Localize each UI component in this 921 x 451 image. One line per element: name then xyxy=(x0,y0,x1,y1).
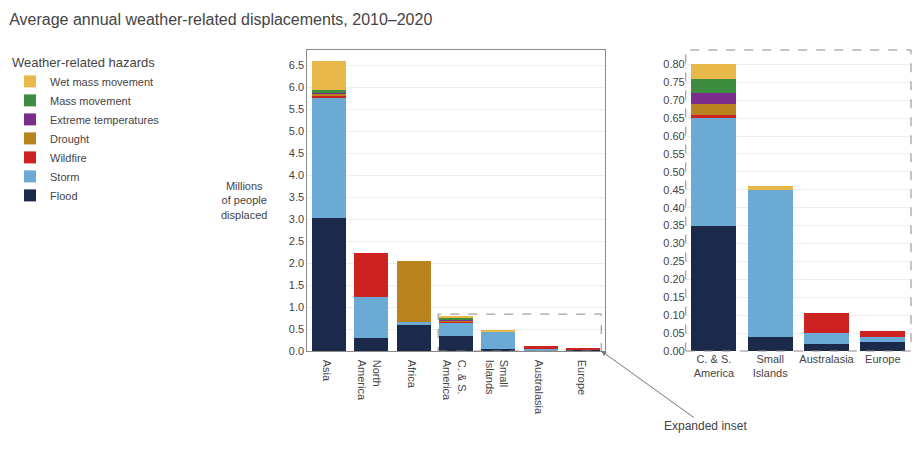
svg-text:2.0: 2.0 xyxy=(289,257,304,269)
svg-text:0.80: 0.80 xyxy=(663,58,684,70)
svg-text:NorthAmerica: NorthAmerica xyxy=(356,360,382,401)
svg-text:Australasia: Australasia xyxy=(799,353,854,365)
svg-text:0.70: 0.70 xyxy=(663,94,684,106)
svg-text:0.05: 0.05 xyxy=(663,327,684,339)
svg-text:0.25: 0.25 xyxy=(663,255,684,267)
svg-text:0.00: 0.00 xyxy=(663,345,684,357)
svg-text:0.45: 0.45 xyxy=(663,184,684,196)
svg-text:Wildfire: Wildfire xyxy=(50,152,87,164)
svg-text:1.0: 1.0 xyxy=(289,301,304,313)
svg-text:6.0: 6.0 xyxy=(289,81,304,93)
svg-text:Africa: Africa xyxy=(406,360,418,389)
svg-text:Mass movement: Mass movement xyxy=(50,95,131,107)
svg-text:C. & S.America: C. & S.America xyxy=(441,360,467,401)
svg-text:0.40: 0.40 xyxy=(663,202,684,214)
svg-text:5.0: 5.0 xyxy=(289,125,304,137)
svg-text:Europe: Europe xyxy=(576,360,588,395)
svg-text:Millionsof peopledisplaced: Millionsof peopledisplaced xyxy=(221,180,267,221)
svg-text:Drought: Drought xyxy=(50,133,89,145)
svg-text:SmallIslands: SmallIslands xyxy=(753,353,788,379)
svg-text:0.15: 0.15 xyxy=(663,291,684,303)
svg-text:0.55: 0.55 xyxy=(663,148,684,160)
svg-text:SmallIslands: SmallIslands xyxy=(484,360,510,395)
svg-text:0.60: 0.60 xyxy=(663,130,684,142)
svg-text:2.5: 2.5 xyxy=(289,235,304,247)
svg-text:Expanded inset: Expanded inset xyxy=(664,419,747,433)
svg-text:Europe: Europe xyxy=(865,353,900,365)
svg-text:Flood: Flood xyxy=(50,190,78,202)
svg-text:0.30: 0.30 xyxy=(663,237,684,249)
svg-text:Wet mass movement: Wet mass movement xyxy=(50,76,153,88)
svg-text:5.5: 5.5 xyxy=(289,103,304,115)
svg-text:Storm: Storm xyxy=(50,171,79,183)
svg-text:3.5: 3.5 xyxy=(289,191,304,203)
svg-text:Extreme temperatures: Extreme temperatures xyxy=(50,114,159,126)
svg-text:4.0: 4.0 xyxy=(289,169,304,181)
svg-text:3.0: 3.0 xyxy=(289,213,304,225)
svg-text:C. & S.America: C. & S.America xyxy=(694,353,735,379)
svg-text:4.5: 4.5 xyxy=(289,147,304,159)
svg-text:0.75: 0.75 xyxy=(663,76,684,88)
svg-text:Weather-related hazards: Weather-related hazards xyxy=(12,55,155,70)
svg-text:Asia: Asia xyxy=(321,360,333,382)
svg-text:0.35: 0.35 xyxy=(663,219,684,231)
svg-text:1.5: 1.5 xyxy=(289,279,304,291)
svg-text:0.10: 0.10 xyxy=(663,309,684,321)
svg-text:0.20: 0.20 xyxy=(663,273,684,285)
svg-text:Average annual weather-related: Average annual weather-related displacem… xyxy=(9,11,432,28)
svg-text:0.0: 0.0 xyxy=(289,345,304,357)
svg-text:0.50: 0.50 xyxy=(663,166,684,178)
svg-text:6.5: 6.5 xyxy=(289,59,304,71)
svg-text:0.65: 0.65 xyxy=(663,112,684,124)
svg-text:0.5: 0.5 xyxy=(289,323,304,335)
svg-text:Australasia: Australasia xyxy=(533,360,545,415)
